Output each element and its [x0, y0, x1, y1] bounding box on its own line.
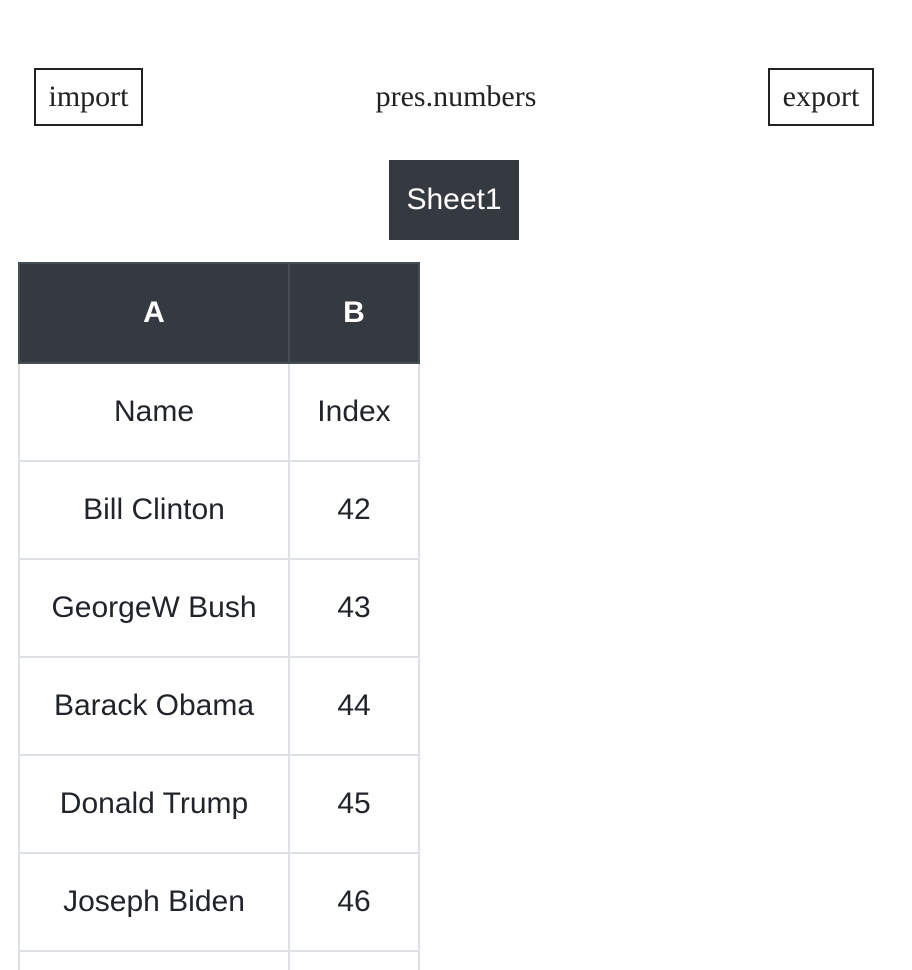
- column-header-a[interactable]: A: [18, 262, 290, 364]
- cell-a3[interactable]: GeorgeW Bush: [18, 558, 290, 658]
- cell-b6[interactable]: 46: [288, 852, 420, 952]
- table-row: Donald Trump 45: [18, 754, 420, 854]
- cell-a1[interactable]: Name: [18, 362, 290, 462]
- cell-b4[interactable]: 44: [288, 656, 420, 756]
- cell-a7[interactable]: [18, 950, 290, 970]
- cell-a5[interactable]: Donald Trump: [18, 754, 290, 854]
- cell-a2[interactable]: Bill Clinton: [18, 460, 290, 560]
- table-row: GeorgeW Bush 43: [18, 558, 420, 658]
- file-title: pres.numbers: [375, 80, 537, 113]
- table-row: Bill Clinton 42: [18, 460, 420, 560]
- cell-b3[interactable]: 43: [288, 558, 420, 658]
- sheet-tab-sheet1[interactable]: Sheet1: [389, 160, 519, 240]
- column-header-b[interactable]: B: [288, 262, 420, 364]
- table-row: Joseph Biden 46: [18, 852, 420, 952]
- table-row: [18, 950, 420, 970]
- column-header-row: A B: [18, 262, 420, 364]
- cell-a6[interactable]: Joseph Biden: [18, 852, 290, 952]
- cell-b1[interactable]: Index: [288, 362, 420, 462]
- table-row: Name Index: [18, 362, 420, 462]
- spreadsheet-grid: A B Name Index Bill Clinton 42 GeorgeW Bush 4…: [18, 262, 420, 970]
- import-button[interactable]: import: [34, 68, 143, 126]
- cell-b5[interactable]: 45: [288, 754, 420, 854]
- table-row: Barack Obama 44: [18, 656, 420, 756]
- export-button[interactable]: export: [768, 68, 874, 126]
- cell-b2[interactable]: 42: [288, 460, 420, 560]
- cell-a4[interactable]: Barack Obama: [18, 656, 290, 756]
- cell-b7[interactable]: [288, 950, 420, 970]
